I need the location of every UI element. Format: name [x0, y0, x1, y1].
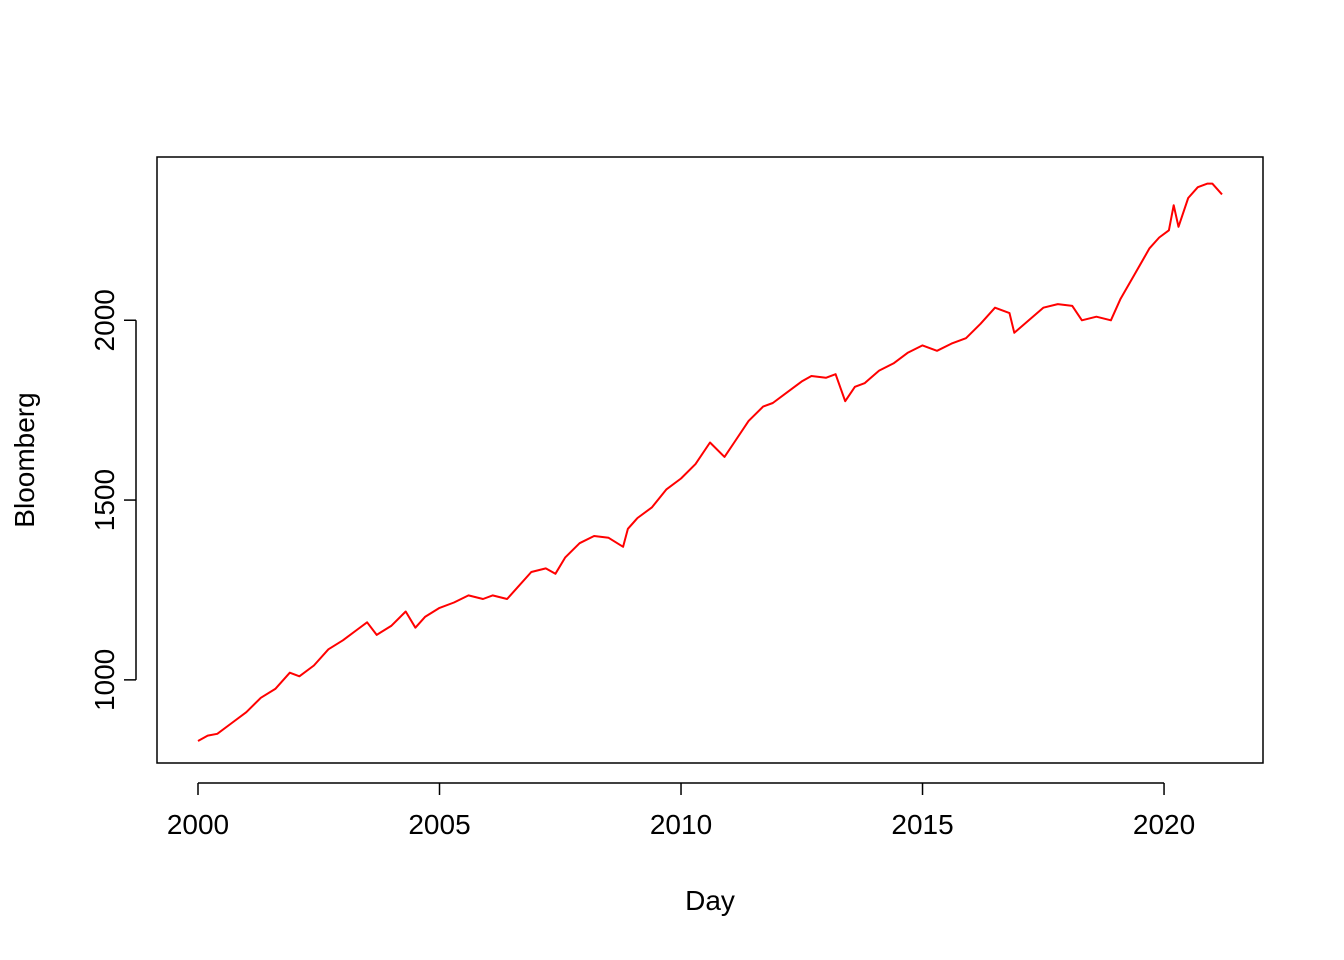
x-axis: 2000 2005 2010 2015 2020	[167, 782, 1195, 840]
y-axis: 1000 1500 2000	[89, 289, 137, 711]
x-tick-label-1: 2005	[408, 809, 470, 840]
x-tick-label-0: 2000	[167, 809, 229, 840]
y-tick-label-2: 2000	[89, 289, 120, 351]
x-axis-title: Day	[685, 885, 735, 916]
y-tick-label-1: 1500	[89, 469, 120, 531]
plot-frame	[156, 156, 1264, 764]
series-layer	[197, 182, 1223, 742]
y-tick-label-0: 1000	[89, 649, 120, 711]
series-line-0	[197, 182, 1223, 742]
y-axis-title: Bloomberg	[9, 392, 40, 527]
x-tick-label-3: 2015	[891, 809, 953, 840]
x-tick-label-2: 2010	[650, 809, 712, 840]
x-tick-label-4: 2020	[1133, 809, 1195, 840]
